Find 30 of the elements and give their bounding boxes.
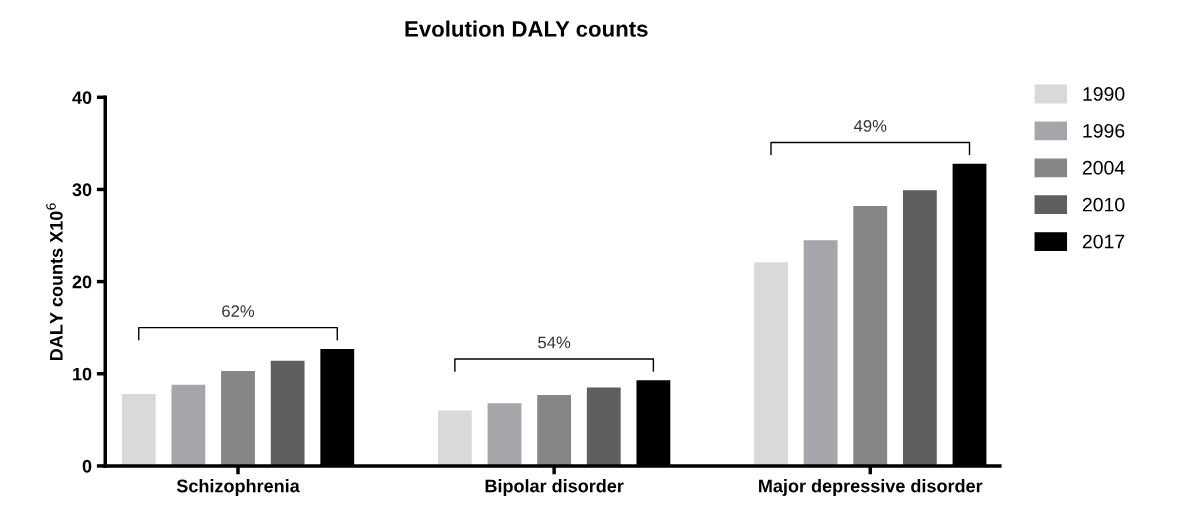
annotation: 49% [853,119,887,132]
x-tick-label: Bipolar disorder [485,479,624,496]
chart-title: Evolution DALY counts [405,20,648,37]
y-tick-label: 30 [72,183,92,197]
y-tick-label: 10 [73,367,92,381]
y-axis-title: DALY counts X10$^{6}$ [46,203,63,361]
bar [487,403,522,466]
y-tick-label: 20 [72,275,92,289]
bar [754,262,788,466]
bar [437,410,472,466]
bar [221,371,255,466]
legend-label: 2010 [1082,197,1125,212]
bar [537,394,572,466]
annotation: 62% [222,305,255,318]
bar [586,387,621,466]
legend-label: 1996 [1083,123,1125,138]
legend-label: 2004 [1082,160,1125,175]
bar [853,206,888,466]
bar [121,394,156,466]
annotation: 54% [538,336,571,349]
bar [902,190,937,466]
x-tick-label: Major depressive disorder [759,479,983,496]
legend-label: 1990 [1083,87,1125,101]
bar [270,360,305,466]
x-tick-label: Schizophrenia [176,479,300,496]
y-tick-label: 40 [72,91,92,104]
legend-label: 2017 [1082,234,1125,249]
bar [171,384,206,466]
bar [803,240,838,466]
y-tick-label: 0 [82,459,92,473]
